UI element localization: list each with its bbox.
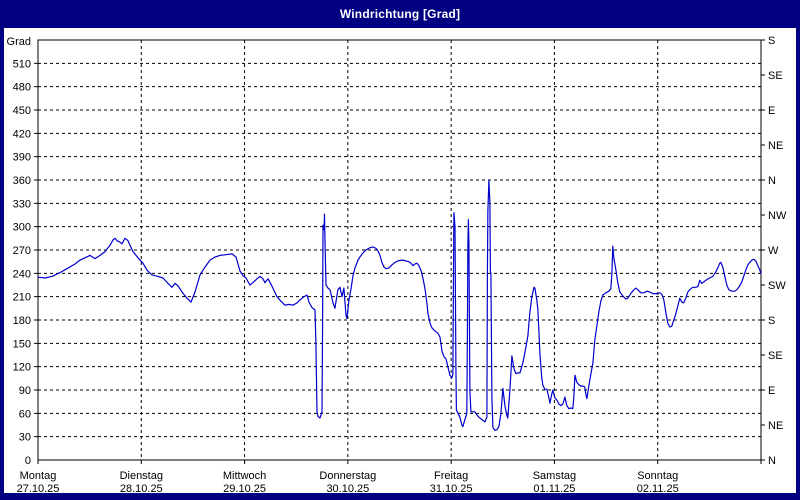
day-date-label: 30.10.25: [326, 483, 369, 493]
y-axis-label-left: 240: [13, 268, 31, 280]
compass-label: SW: [768, 280, 786, 292]
y-axis-label-left: 330: [13, 198, 31, 210]
y-axis-label-left: 270: [13, 245, 31, 257]
compass-label: SE: [768, 70, 783, 82]
day-name-label: Freitag: [434, 470, 468, 482]
title-bar: Windrichtung [Grad]: [0, 0, 800, 28]
y-axis-label-left: 180: [13, 315, 31, 327]
y-axis-label-left: 390: [13, 152, 31, 164]
day-date-label: 29.10.25: [223, 483, 266, 493]
day-name-label: Dienstag: [120, 470, 163, 482]
day-date-label: 02.11.25: [637, 483, 679, 493]
chart-canvas: 30 60 90 120 150 180 210 240 270 300 330 360 390 420 4…: [7, 35, 787, 493]
axis-unit-label: Grad: [7, 36, 31, 48]
y-axis-label-left: 510: [13, 58, 31, 70]
day-name-label: Samstag: [533, 470, 576, 482]
day-name-label: Montag: [20, 470, 57, 482]
compass-label: SE: [768, 350, 783, 362]
y-axis-label-left: 420: [13, 128, 31, 140]
compass-label: S: [768, 315, 775, 327]
compass-label: N: [768, 455, 776, 467]
y-axis-label-left: 360: [13, 175, 31, 187]
day-name-label: Donnerstag: [319, 470, 376, 482]
day-date-label: 01.11.25: [533, 483, 575, 493]
plot-border: [37, 39, 762, 461]
compass-label: NE: [768, 420, 783, 432]
compass-label: W: [768, 245, 779, 257]
day-date-label: 28.10.25: [120, 483, 163, 493]
day-name-label: Mittwoch: [223, 470, 266, 482]
compass-label: NE: [768, 140, 783, 152]
y-axis-label-left: 30: [19, 432, 31, 444]
day-date-label: 31.10.25: [430, 483, 473, 493]
y-axis-label-left: 120: [13, 362, 31, 374]
compass-label: NW: [768, 210, 787, 222]
y-axis-label-left: 450: [13, 105, 31, 117]
day-date-label: 27.10.25: [17, 483, 60, 493]
compass-label: N: [768, 175, 776, 187]
y-axis-label-left: 60: [19, 408, 31, 420]
y-axis-label-left: 90: [19, 385, 31, 397]
wind-direction-line: [37, 179, 762, 431]
y-axis-label-left: 150: [13, 338, 31, 350]
compass-label: E: [768, 105, 775, 117]
compass-label: S: [768, 35, 775, 47]
y-axis-label-left: 210: [13, 292, 31, 304]
y-axis-label-left: 480: [13, 82, 31, 94]
compass-label: E: [768, 385, 775, 397]
y-axis-label-left: 0: [25, 455, 31, 467]
page-title: Windrichtung [Grad]: [339, 7, 461, 21]
chart-panel: 30 60 90 120 150 180 210 240 270 300 330 360 390 420 4…: [4, 28, 796, 493]
y-axis-label-left: 300: [13, 222, 31, 234]
day-name-label: Sonntag: [637, 470, 678, 482]
